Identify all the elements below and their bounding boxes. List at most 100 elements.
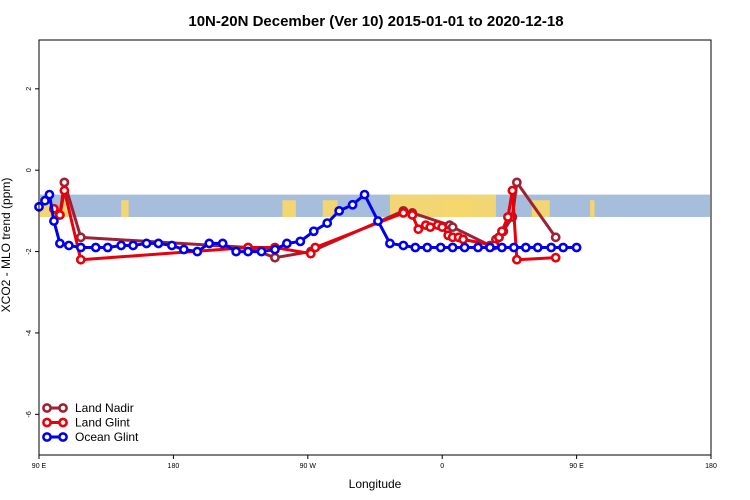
data-point-land-glint bbox=[59, 185, 70, 196]
data-point-ocean-glint bbox=[422, 242, 433, 253]
data-point-land-glint bbox=[550, 252, 561, 263]
data-point-ocean-glint bbox=[44, 189, 55, 200]
land-patch bbox=[121, 200, 129, 217]
data-point-ocean-glint bbox=[308, 226, 319, 237]
data-point-ocean-glint bbox=[243, 246, 253, 257]
data-point-ocean-glint bbox=[153, 238, 164, 249]
data-point-land-nadir bbox=[447, 222, 458, 233]
data-point-ocean-glint bbox=[410, 242, 421, 253]
data-point-ocean-glint bbox=[334, 205, 345, 216]
data-point-land-glint bbox=[458, 234, 469, 245]
legend-marker-ocean-glint bbox=[42, 432, 52, 442]
data-point-ocean-glint bbox=[178, 244, 189, 255]
data-point-ocean-glint bbox=[435, 242, 446, 253]
data-point-ocean-glint bbox=[532, 242, 543, 253]
series-ocean-glint bbox=[34, 189, 582, 257]
data-point-land-glint bbox=[75, 254, 86, 265]
data-point-ocean-glint bbox=[49, 216, 59, 226]
data-point-ocean-glint bbox=[571, 242, 582, 253]
data-point-land-nadir bbox=[270, 252, 280, 263]
data-point-ocean-glint bbox=[270, 244, 280, 255]
chart-title: 10N-20N December (Ver 10) 2015-01-01 to … bbox=[188, 13, 563, 30]
data-point-ocean-glint bbox=[295, 236, 306, 247]
legend-marker-land-nadir bbox=[42, 403, 52, 413]
x-tick-label: 180 bbox=[705, 463, 717, 470]
data-point-ocean-glint bbox=[141, 238, 152, 249]
land-patch bbox=[322, 200, 338, 217]
data-point-ocean-glint bbox=[63, 240, 74, 251]
data-point-ocean-glint bbox=[385, 238, 395, 249]
data-point-ocean-glint bbox=[128, 240, 138, 251]
x-tick-label: 90 E bbox=[569, 463, 584, 470]
data-point-ocean-glint bbox=[116, 240, 127, 251]
data-point-land-glint bbox=[497, 226, 507, 237]
data-point-land-glint bbox=[425, 222, 436, 233]
x-tick-label: 90 W bbox=[300, 463, 317, 470]
data-point-ocean-glint bbox=[90, 242, 101, 253]
data-point-ocean-glint bbox=[373, 216, 383, 226]
data-point-ocean-glint bbox=[281, 238, 292, 249]
world-map-band bbox=[40, 194, 710, 217]
data-point-land-glint bbox=[413, 224, 424, 235]
y-tick-label: 2 bbox=[26, 87, 33, 91]
y-tick-label: -2 bbox=[26, 248, 33, 254]
data-point-land-glint bbox=[511, 254, 522, 265]
data-point-ocean-glint bbox=[322, 218, 333, 228]
data-point-ocean-glint bbox=[508, 242, 519, 253]
data-point-land-nadir bbox=[75, 232, 86, 243]
data-point-ocean-glint bbox=[558, 242, 569, 253]
data-point-ocean-glint bbox=[192, 246, 203, 257]
data-point-ocean-glint bbox=[167, 240, 177, 251]
land-patch bbox=[442, 200, 473, 217]
legend-marker-land-glint bbox=[58, 417, 68, 428]
x-tick-label: 180 bbox=[168, 463, 180, 470]
data-point-land-glint bbox=[503, 212, 513, 222]
data-point-ocean-glint bbox=[347, 199, 358, 210]
legend-label-land-glint: Land Glint bbox=[75, 416, 130, 430]
data-point-ocean-glint bbox=[75, 242, 86, 253]
data-point-ocean-glint bbox=[459, 242, 470, 253]
data-point-ocean-glint bbox=[447, 242, 458, 253]
data-point-ocean-glint bbox=[40, 195, 50, 206]
y-tick-label: 0 bbox=[26, 168, 33, 172]
legend-marker-ocean-glint bbox=[58, 432, 68, 442]
x-tick-label: 0 bbox=[440, 463, 444, 470]
data-point-land-glint bbox=[437, 222, 448, 233]
data-point-ocean-glint bbox=[473, 242, 483, 253]
data-point-land-glint bbox=[310, 242, 321, 253]
data-point-land-nadir bbox=[550, 232, 561, 243]
series-layer bbox=[34, 177, 582, 265]
legend-label-land-nadir: Land Nadir bbox=[75, 401, 134, 415]
data-point-ocean-glint bbox=[398, 240, 409, 251]
y-tick-label: -6 bbox=[26, 411, 33, 417]
data-point-land-glint bbox=[507, 185, 518, 196]
data-point-ocean-glint bbox=[546, 242, 557, 253]
data-point-ocean-glint bbox=[485, 242, 495, 253]
data-point-land-nadir bbox=[59, 177, 70, 188]
legend-marker-land-glint bbox=[42, 417, 52, 428]
y-axis-label: XCO2 - MLO trend (ppm) bbox=[0, 178, 13, 313]
data-point-ocean-glint bbox=[359, 189, 370, 200]
data-point-ocean-glint bbox=[55, 238, 65, 249]
data-point-land-glint bbox=[407, 210, 418, 220]
legend-marker-land-nadir bbox=[58, 403, 68, 413]
land-patch bbox=[590, 200, 595, 217]
land-patch bbox=[282, 200, 296, 217]
data-point-ocean-glint bbox=[231, 246, 242, 257]
data-point-ocean-glint bbox=[497, 242, 507, 253]
data-point-land-glint bbox=[398, 208, 409, 218]
data-point-land-nadir bbox=[511, 177, 522, 188]
x-tick-label: 90 E bbox=[32, 463, 47, 470]
x-axis-label: Longitude bbox=[349, 477, 402, 491]
y-tick-label: -4 bbox=[26, 330, 33, 336]
ticks-layer: 90 E 180 90 W 0 90 E 180 2 0 -2 -4 -6 bbox=[26, 87, 717, 470]
data-point-land-glint bbox=[55, 210, 65, 220]
data-point-ocean-glint bbox=[520, 242, 531, 253]
land-patch bbox=[59, 200, 69, 217]
data-point-land-glint bbox=[305, 248, 316, 259]
data-point-ocean-glint bbox=[217, 238, 228, 249]
legend-label-ocean-glint: Ocean Glint bbox=[75, 430, 139, 444]
series-line-ocean-glint bbox=[37, 193, 577, 254]
